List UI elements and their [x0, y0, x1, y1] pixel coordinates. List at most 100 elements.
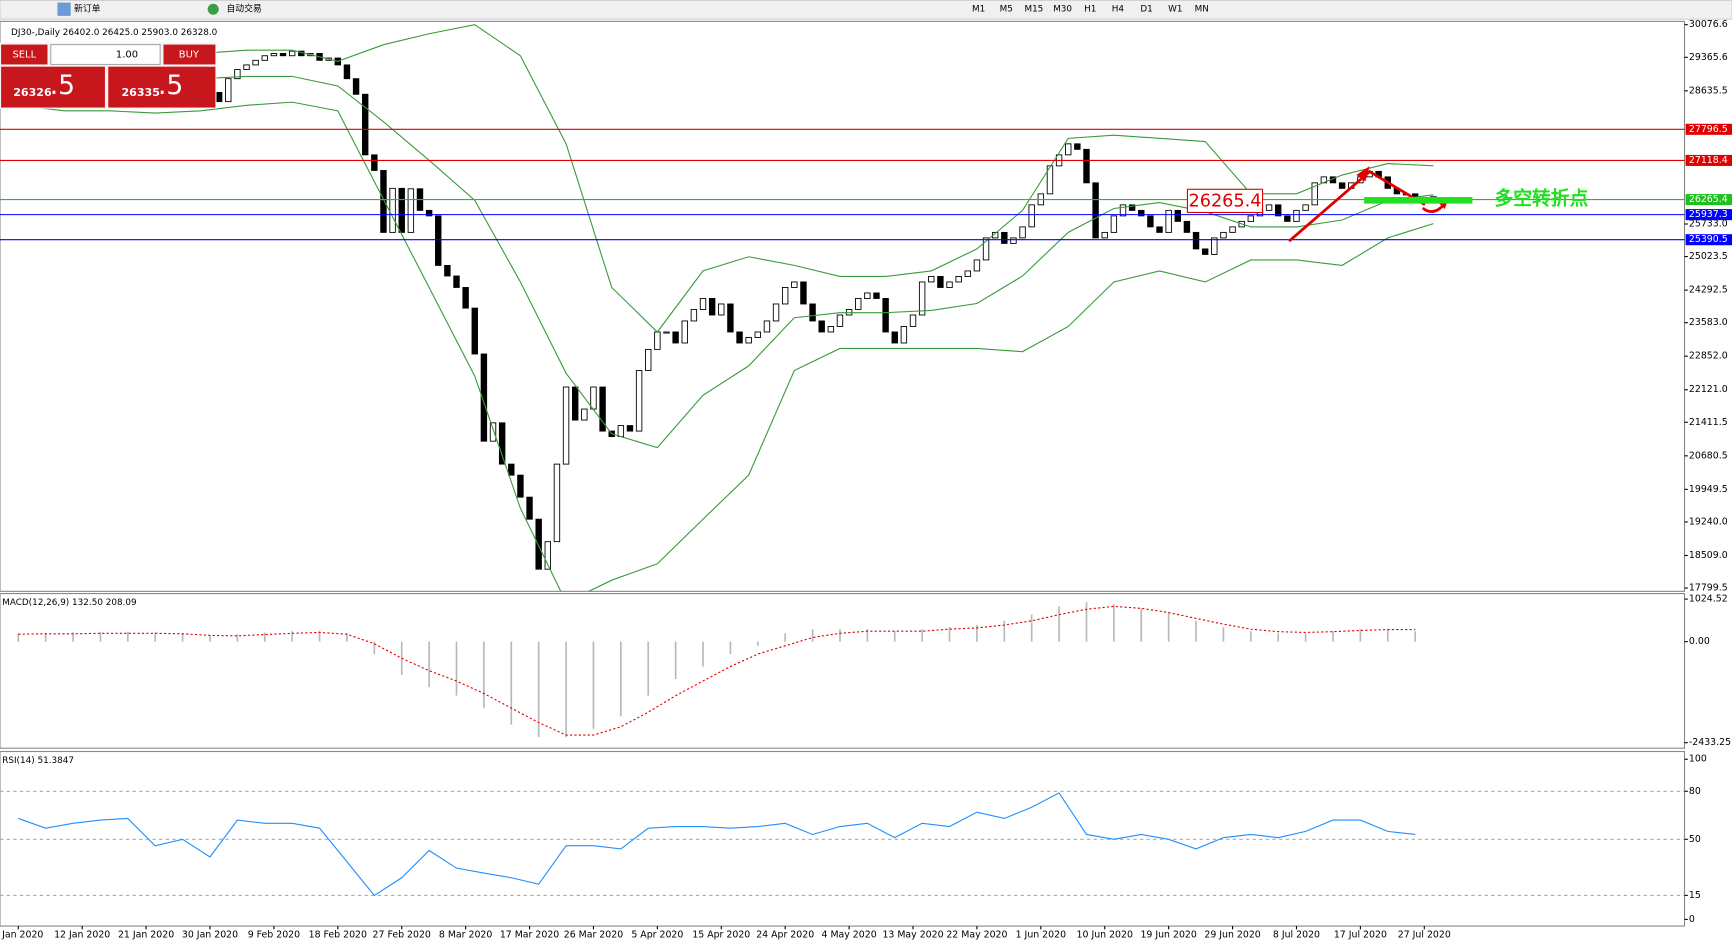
y-tick-label: 24292.5: [1689, 285, 1728, 296]
y-tick-label: 18509.0: [1689, 550, 1728, 561]
candle: [946, 281, 953, 288]
macd-panel: [0, 593, 1686, 749]
candle: [252, 59, 259, 66]
drawings: 26265.4 多空转折点: [1186, 166, 1589, 243]
candle: [599, 386, 606, 432]
y-tick-label: 19240.0: [1689, 516, 1728, 527]
x-tick-label: 21 Jan 2020: [118, 929, 174, 940]
candle: [918, 281, 926, 316]
y-tick-label: 15: [1689, 890, 1701, 901]
sell-button[interactable]: [1, 44, 48, 65]
level-label: 25937.3: [1689, 209, 1728, 220]
ask-pips[interactable]: .5: [158, 70, 183, 101]
candle: [1338, 182, 1346, 189]
new-order-icon[interactable]: [57, 2, 71, 16]
candle: [1247, 215, 1255, 222]
buy-label[interactable]: BUY: [179, 50, 200, 61]
candle: [562, 386, 570, 465]
candle: [690, 309, 698, 322]
candle: [553, 463, 561, 543]
candle: [343, 64, 351, 80]
macd-title: MACD(12,26,9) 132.50 208.09: [2, 598, 136, 608]
candle: [973, 259, 981, 272]
y-tick-label: 20680.5: [1689, 450, 1728, 461]
candle: [1293, 209, 1300, 222]
bid-price[interactable]: 26326: [13, 86, 52, 99]
new-order-button[interactable]: 新订单: [74, 3, 101, 15]
candle: [864, 292, 871, 299]
candle: [818, 320, 825, 333]
x-tick-label: 2 Jan 2020: [0, 929, 43, 940]
candle: [225, 78, 232, 103]
x-tick-label: 5 Apr 2020: [631, 929, 683, 940]
level-label-bg: [1685, 123, 1732, 135]
candle: [1019, 226, 1026, 239]
bid-button[interactable]: [1, 66, 105, 108]
level-label-bg: [1685, 234, 1732, 246]
y-tick-label: 29365.6: [1689, 52, 1728, 63]
candle: [1010, 237, 1017, 244]
sell-label[interactable]: SELL: [12, 50, 36, 61]
candle: [681, 320, 688, 344]
candle: [581, 408, 588, 421]
candle: [772, 303, 780, 322]
auto-trading-icon[interactable]: [207, 3, 219, 15]
candle: [1201, 248, 1209, 255]
candle: [900, 326, 908, 344]
trade-panel: SELL 1.00 BUY 26326 .5 26335 .5: [0, 42, 217, 109]
candle: [654, 331, 661, 350]
level-label-bg: [1685, 209, 1732, 221]
candle: [1128, 204, 1136, 211]
candle: [1092, 182, 1099, 239]
x-tick-label: 29 Jun 2020: [1204, 929, 1260, 940]
candle: [1165, 209, 1172, 233]
x-tick-label: 8 Jul 2020: [1273, 929, 1320, 940]
timeframe-button: H1: [1084, 5, 1096, 15]
candle: [544, 541, 552, 570]
candle: [1138, 209, 1145, 217]
candle: [754, 331, 762, 338]
bid-pips[interactable]: .5: [50, 70, 75, 101]
candle: [1083, 148, 1090, 184]
price-label-box: [1186, 188, 1264, 214]
x-tick-label: 9 Feb 2020: [248, 929, 300, 940]
candle: [508, 463, 515, 476]
lots-input[interactable]: [50, 44, 161, 66]
x-tick-label: 22 May 2020: [946, 929, 1007, 940]
x-tick-label: 26 Mar 2020: [564, 929, 623, 940]
candle: [1302, 204, 1309, 211]
bollinger-lower: [18, 101, 1434, 592]
candle: [1211, 237, 1218, 255]
trend-arrow: [1288, 169, 1426, 243]
auto-trading-button[interactable]: 自动交易: [226, 3, 261, 15]
y-tick-label: 1024.52: [1689, 594, 1728, 605]
candle: [480, 353, 488, 442]
ask-button[interactable]: [108, 66, 216, 108]
y-tick-label: 21411.5: [1689, 417, 1728, 428]
candle: [727, 303, 734, 333]
lots-value[interactable]: 1.00: [116, 50, 138, 61]
x-tick-label: 17 Mar 2020: [500, 929, 559, 940]
macd-signal: [18, 605, 1416, 736]
candle: [836, 314, 844, 327]
candle: [435, 215, 442, 266]
candle: [398, 187, 405, 233]
timeframe-button: W1: [1168, 5, 1182, 15]
axes: 30076.6 29365.6 28635.5 25733.0 25023.5 24292…: [0, 19, 1732, 940]
x-tick-label: 13 May 2020: [882, 929, 943, 940]
buy-button[interactable]: [163, 44, 216, 65]
y-tick-label: 80: [1689, 786, 1701, 797]
x-tick-label: 10 Jun 2020: [1077, 929, 1133, 940]
candle: [891, 331, 898, 344]
ask-price[interactable]: 26335: [122, 86, 160, 99]
level-label-bg: [1685, 194, 1732, 206]
price-annotation: 26265.4: [1188, 191, 1261, 211]
timeframes: M1 M5 M15 M30 H1 H4 D1 W1 MN: [972, 5, 1209, 15]
candle: [234, 69, 241, 80]
level-label-bg: [1685, 154, 1732, 166]
candle: [708, 298, 716, 316]
candle: [243, 64, 250, 70]
x-tick-label: 1 Jun 2020: [1016, 929, 1066, 940]
price-plot: [15, 24, 1437, 592]
